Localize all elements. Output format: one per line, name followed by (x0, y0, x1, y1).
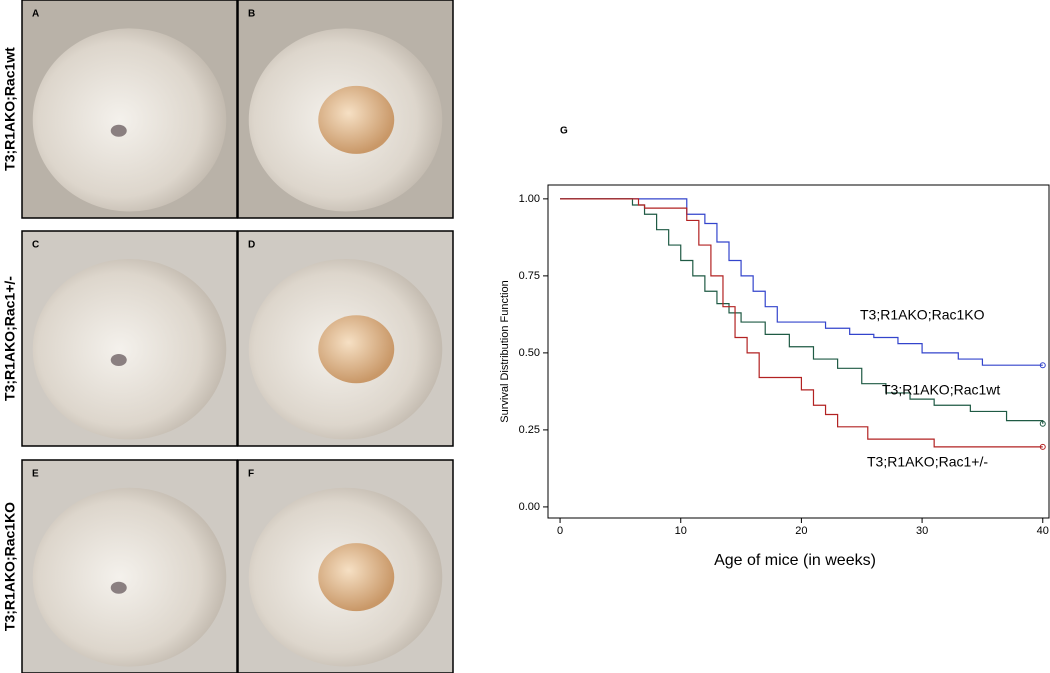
row-label: T3;R1AKO;Rac1wt (2, 47, 18, 171)
photo-panel: C (21, 230, 238, 447)
tumor (318, 543, 395, 612)
mouse-eye (110, 124, 127, 137)
photo-panel: D (237, 230, 454, 447)
panel-label: E (32, 469, 39, 480)
row-label: T3;R1AKO;Rac1+/- (2, 276, 18, 401)
censor-marker (1039, 420, 1046, 427)
panel-label: D (248, 240, 255, 251)
photo-panel: F (237, 459, 454, 673)
photo-panel: A (21, 0, 238, 219)
survival-curve (560, 198, 1043, 366)
x-tick-label: 30 (916, 525, 928, 537)
x-tick-label: 20 (795, 525, 807, 537)
series-label: T3;R1AKO;Rac1+/- (867, 454, 988, 470)
mouse-body (32, 258, 227, 440)
tumor (318, 85, 395, 154)
survival-curve (560, 198, 1043, 448)
plot-frame (547, 184, 1050, 519)
mouse-body (32, 487, 227, 667)
mouse-body (32, 28, 227, 212)
censor-marker (1039, 362, 1046, 369)
y-tick-label: 0.75 (519, 270, 540, 282)
row-label: T3;R1AKO;Rac1KO (2, 502, 18, 631)
panel-label: C (32, 240, 39, 251)
x-tick-label: 0 (557, 525, 563, 537)
series-label: T3;R1AKO;Rac1wt (882, 382, 1000, 398)
panel-label: B (248, 9, 255, 20)
y-tick-label: 0.00 (519, 501, 540, 513)
x-tick-label: 40 (1037, 525, 1049, 537)
y-axis-label: Survival Distribution Function (499, 280, 511, 422)
photo-panel: E (21, 459, 238, 673)
x-tick-label: 10 (675, 525, 687, 537)
y-tick-label: 1.00 (519, 193, 540, 205)
survival-curve (560, 198, 1044, 424)
censor-marker (1039, 443, 1046, 450)
mouse-eye (110, 581, 127, 594)
mouse-eye (110, 354, 127, 366)
panel-label: F (248, 469, 254, 480)
tumor (318, 315, 395, 384)
y-tick-label: 0.50 (519, 347, 540, 359)
panel-label: A (32, 9, 39, 20)
x-axis-label: Age of mice (in weeks) (714, 552, 876, 569)
series-label: T3;R1AKO;Rac1KO (860, 307, 985, 323)
panel-label: G (560, 126, 568, 137)
y-tick-label: 0.25 (519, 424, 540, 436)
photo-panel: B (237, 0, 454, 219)
